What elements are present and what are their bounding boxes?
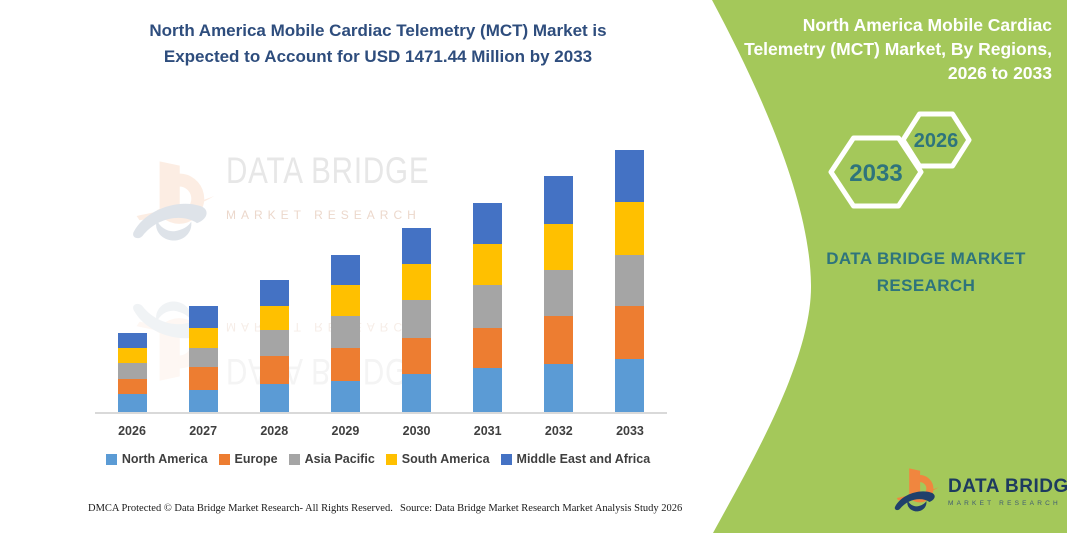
bar-2028 xyxy=(259,280,289,412)
bar-2029 xyxy=(330,255,360,412)
hexagon-2033 xyxy=(828,135,924,209)
bar-2027-asia-pacific xyxy=(188,347,218,368)
source-text: Source: Data Bridge Market Research Mark… xyxy=(400,503,683,514)
legend-marker-south-america xyxy=(385,453,397,465)
bar-2028-middle-east-and-africa xyxy=(259,280,289,307)
x-label-2031: 2031 xyxy=(473,424,502,438)
logo-wordmark: DATA BRIDGE xyxy=(948,475,1067,497)
right-title-line1: North America Mobile Cardiac xyxy=(802,15,1052,35)
bar-2029-north-america xyxy=(330,380,360,412)
x-label-2026: 2026 xyxy=(118,424,146,438)
right-panel-title: North America Mobile Cardiac Telemetry (… xyxy=(738,13,1052,85)
bar-2033-middle-east-and-africa xyxy=(615,150,645,203)
chart-title: North America Mobile Cardiac Telemetry (… xyxy=(58,18,698,70)
bar-2028-asia-pacific xyxy=(259,329,289,356)
bar-2033 xyxy=(615,150,645,412)
bar-2028-south-america xyxy=(259,306,289,330)
right-title-line2: Telemetry (MCT) Market, By Regions, xyxy=(744,39,1052,59)
hexagon-2033-label: 2033 xyxy=(849,160,902,187)
brand-line2: RESEARCH xyxy=(876,276,976,295)
legend-label-asia-pacific: Asia Pacific xyxy=(304,452,375,466)
bar-2031-middle-east-and-africa xyxy=(473,202,503,245)
bar-2033-asia-pacific xyxy=(615,255,645,307)
right-title-line3: 2026 to 2033 xyxy=(947,63,1052,83)
bar-2033-south-america xyxy=(615,202,645,256)
logo-subtitle: MARKET RESEARCH xyxy=(948,499,1061,507)
data-bridge-logo-icon xyxy=(892,463,942,519)
bar-2033-north-america xyxy=(615,359,645,412)
bar-2030-asia-pacific xyxy=(402,300,432,339)
legend-label-middle-east-and-africa: Middle East and Africa xyxy=(516,452,651,466)
x-label-2029: 2029 xyxy=(331,424,360,438)
x-label-2027: 2027 xyxy=(189,424,218,438)
logo-text: DATA BRIDGE MARKET RESEARCH xyxy=(948,476,1067,507)
legend-label-europe: Europe xyxy=(234,452,278,466)
legend-marker-north-america xyxy=(105,453,117,465)
bar-2027-middle-east-and-africa xyxy=(188,305,218,328)
footer-logo: DATA BRIDGE MARKET RESEARCH xyxy=(892,463,1067,519)
legend-label-north-america: North America xyxy=(121,452,208,466)
bar-2030 xyxy=(402,227,432,412)
x-label-2028: 2028 xyxy=(260,424,289,438)
legend-marker-middle-east-and-africa xyxy=(500,453,512,465)
bar-2026-north-america xyxy=(117,394,147,412)
bar-2030-middle-east-and-africa xyxy=(402,227,432,265)
bar-2032-asia-pacific xyxy=(544,270,574,317)
copyright-text: DMCA Protected © Data Bridge Market Rese… xyxy=(88,503,393,514)
hexagon-2026 xyxy=(900,111,972,169)
brand-name: DATA BRIDGE MARKET RESEARCH xyxy=(795,245,1057,299)
bar-2029-europe xyxy=(330,347,360,381)
legend-item-south-america: South America xyxy=(385,452,490,466)
chart-title-line1: North America Mobile Cardiac Telemetry (… xyxy=(149,21,607,40)
legend-item-asia-pacific: Asia Pacific xyxy=(288,452,375,466)
bar-2027-europe xyxy=(188,367,218,391)
bar-2033-europe xyxy=(615,306,645,360)
bar-2031-europe xyxy=(473,327,503,368)
bar-2026-south-america xyxy=(117,347,147,363)
chart-legend: North America Europe Asia Pacific South Ame… xyxy=(78,452,678,466)
bar-2028-north-america xyxy=(259,384,289,412)
bar-2031-asia-pacific xyxy=(473,285,503,328)
bar-2030-north-america xyxy=(402,374,432,412)
bar-2027 xyxy=(188,305,218,412)
bar-2028-europe xyxy=(259,355,289,384)
bar-2032-south-america xyxy=(544,224,574,271)
bar-2031-south-america xyxy=(473,244,503,286)
bar-2026 xyxy=(117,332,147,412)
bar-2026-asia-pacific xyxy=(117,362,147,380)
bar-2032-north-america xyxy=(544,364,574,412)
year-hexagons: 2033 2026 xyxy=(828,111,972,209)
bar-2032-europe xyxy=(544,316,574,365)
hexagon-2026-label: 2026 xyxy=(914,130,959,152)
bar-2030-south-america xyxy=(402,264,432,301)
x-label-2030: 2030 xyxy=(402,424,431,438)
bar-2031-north-america xyxy=(473,367,503,412)
bar-2031 xyxy=(473,202,503,412)
x-axis-line xyxy=(95,412,667,414)
bar-2026-europe xyxy=(117,379,147,395)
bar-2032 xyxy=(544,175,574,412)
bar-2027-south-america xyxy=(188,327,218,348)
x-label-2033: 2033 xyxy=(616,424,644,438)
legend-item-north-america: North America xyxy=(105,452,208,466)
bar-2030-europe xyxy=(402,338,432,375)
x-label-2032: 2032 xyxy=(544,424,573,438)
legend-label-south-america: South America xyxy=(401,452,490,466)
bar-2029-middle-east-and-africa xyxy=(330,255,360,285)
legend-marker-asia-pacific xyxy=(288,453,300,465)
bar-2026-middle-east-and-africa xyxy=(117,332,147,348)
legend-item-europe: Europe xyxy=(218,452,278,466)
legend-marker-europe xyxy=(218,453,230,465)
legend-item-middle-east-and-africa: Middle East and Africa xyxy=(500,452,651,466)
bar-2027-north-america xyxy=(188,390,218,412)
chart-title-line2: Expected to Account for USD 1471.44 Mill… xyxy=(163,47,593,66)
bar-2029-south-america xyxy=(330,284,360,317)
brand-line1: DATA BRIDGE MARKET xyxy=(826,249,1026,268)
bar-2029-asia-pacific xyxy=(330,316,360,348)
bar-2032-middle-east-and-africa xyxy=(544,175,574,225)
